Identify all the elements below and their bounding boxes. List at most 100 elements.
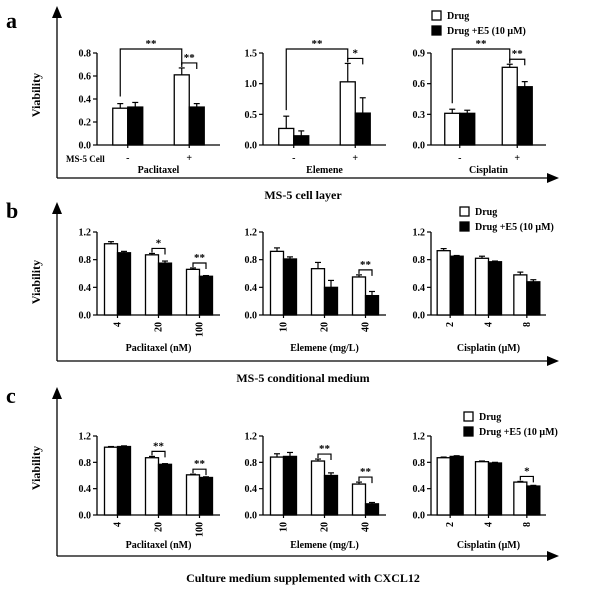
y-tick-label: 0.4 — [79, 484, 92, 495]
significance-label: ** — [146, 38, 158, 50]
y-tick-label: 0.8 — [413, 458, 426, 469]
bar-drug — [339, 81, 356, 146]
y-tick-label: 0.4 — [79, 283, 92, 294]
x-axis-label: Cisplatin — [469, 165, 508, 176]
bar-drug — [269, 250, 285, 316]
significance-label: * — [156, 237, 162, 249]
y-tick-label: 0.8 — [245, 458, 258, 469]
section-frame-a — [52, 6, 559, 183]
y-tick-label: 0.0 — [413, 511, 426, 522]
legend-swatch-drug — [431, 10, 442, 21]
significance-bracket — [151, 450, 166, 458]
chart-a-cisplatin: 0.0 0.3 0.6 0.9 - + Cisplatin ** ** — [413, 38, 546, 176]
x-axis-label: Paclitaxel (nM) — [126, 540, 192, 551]
category-label: 2 — [445, 322, 456, 327]
category-label: - — [126, 153, 129, 164]
significance-label: ** — [153, 440, 165, 452]
bar-drug-e5 — [516, 86, 533, 146]
y-tick-label: 0.0 — [413, 141, 426, 152]
x-axis-label: Paclitaxel (nM) — [126, 343, 192, 354]
y-tick-label: 0.0 — [245, 311, 258, 322]
legend-swatch-drug — [463, 411, 474, 422]
y-tick-label: 1.0 — [245, 79, 258, 90]
significance-bracket — [358, 476, 373, 484]
category-label: 10 — [279, 322, 290, 332]
category-label: 100 — [195, 522, 206, 537]
bar-drug-e5 — [188, 106, 205, 146]
bar-drug — [310, 460, 326, 516]
bar-drug-e5 — [198, 275, 214, 316]
y-tick-label: 1.2 — [413, 432, 426, 443]
significance-bracket — [358, 269, 373, 276]
y-tick-label: 1.2 — [413, 228, 426, 239]
category-label: 8 — [522, 322, 533, 327]
y-tick-label: 1.2 — [79, 432, 92, 443]
category-label: 40 — [361, 522, 372, 532]
x-axis-label: Elemene — [306, 165, 343, 176]
category-label: + — [186, 153, 192, 164]
y-tick-label: 0.8 — [79, 458, 92, 469]
y-tick-label: 0.9 — [413, 49, 426, 60]
y-tick-label: 1.2 — [245, 432, 258, 443]
category-label: 100 — [195, 322, 206, 337]
legend-a: Drug Drug +E5 (10 μM) — [431, 10, 526, 37]
legend-swatch-drug-e5 — [463, 426, 474, 437]
y-tick-label: 0.4 — [413, 484, 426, 495]
y-tick-label: 0.0 — [79, 141, 92, 152]
y-tick-label: 0.5 — [245, 110, 258, 121]
category-label: + — [352, 153, 358, 164]
y-tick-label: 0.0 — [245, 141, 258, 152]
category-label: 4 — [113, 322, 124, 327]
bar-drug-e5 — [487, 261, 503, 316]
bar-drug — [351, 483, 367, 516]
significance-bracket — [317, 453, 332, 461]
bar-drug — [513, 481, 528, 516]
significance-label: ** — [360, 259, 372, 271]
bar-drug-e5 — [116, 445, 132, 516]
significance-label: * — [353, 47, 359, 59]
y-tick-label: 0.3 — [413, 110, 426, 121]
significance-bracket — [519, 475, 534, 483]
legend-swatch-drug-e5 — [459, 221, 470, 232]
bar-drug — [173, 74, 190, 146]
y-tick-label: 0.2 — [79, 118, 92, 129]
significance-label: ** — [319, 443, 331, 455]
y-tick-label: 0.0 — [245, 511, 258, 522]
legend-swatch-drug — [459, 206, 470, 217]
significance-label: ** — [512, 48, 524, 60]
bar-drug — [269, 456, 285, 516]
y-tick-label: 0.8 — [79, 49, 92, 60]
significance-label: ** — [194, 458, 206, 470]
x-axis-label: Paclitaxel — [138, 165, 180, 176]
significance-label: ** — [194, 252, 206, 264]
y-tick-label: 0.4 — [413, 283, 426, 294]
bar-drug — [474, 461, 490, 516]
chart-b-elemene: 0.0 0.4 0.8 1.2 10 20 40 Elemene (mg/L) ** — [245, 228, 386, 354]
panel-letter-b: b — [6, 198, 18, 223]
bar-drug — [444, 112, 461, 146]
section-caption-b: MS-5 conditional medium — [236, 371, 369, 385]
bar-drug-e5 — [526, 485, 541, 516]
bar-drug-e5 — [157, 262, 173, 316]
bar-drug — [144, 254, 160, 316]
significance-bracket — [181, 62, 198, 69]
x-axis-label: Elemene (mg/L) — [290, 343, 359, 354]
y-tick-label: 0.0 — [413, 311, 426, 322]
y-tick-label: 0.6 — [413, 79, 426, 90]
panel-b: b Viability Drug Drug +E5 (10 μM) MS-5 c… — [6, 198, 559, 385]
y-tick-label: 0.6 — [79, 72, 92, 83]
y-axis-label-a: Viability — [29, 73, 43, 117]
row-label-ms5-cell: MS-5 Cell — [66, 154, 105, 164]
significance-bracket-cross — [285, 48, 349, 111]
significance-bracket-cross — [451, 48, 511, 104]
legend-swatch-drug-e5 — [431, 25, 442, 36]
section-caption-a: MS-5 cell layer — [264, 188, 342, 202]
bar-drug — [513, 274, 528, 316]
chart-b-cisplatin: 0.0 0.4 0.8 1.2 2 4 8 Cisplatin (μM) — [413, 228, 546, 354]
x-axis-label: Cisplatin (μM) — [457, 540, 520, 551]
significance-bracket — [509, 58, 526, 66]
significance-label: ** — [360, 466, 372, 478]
bar-drug — [436, 250, 451, 316]
section-caption-c: Culture medium supplemented with CXCL12 — [186, 571, 420, 585]
significance-label: ** — [184, 52, 196, 64]
